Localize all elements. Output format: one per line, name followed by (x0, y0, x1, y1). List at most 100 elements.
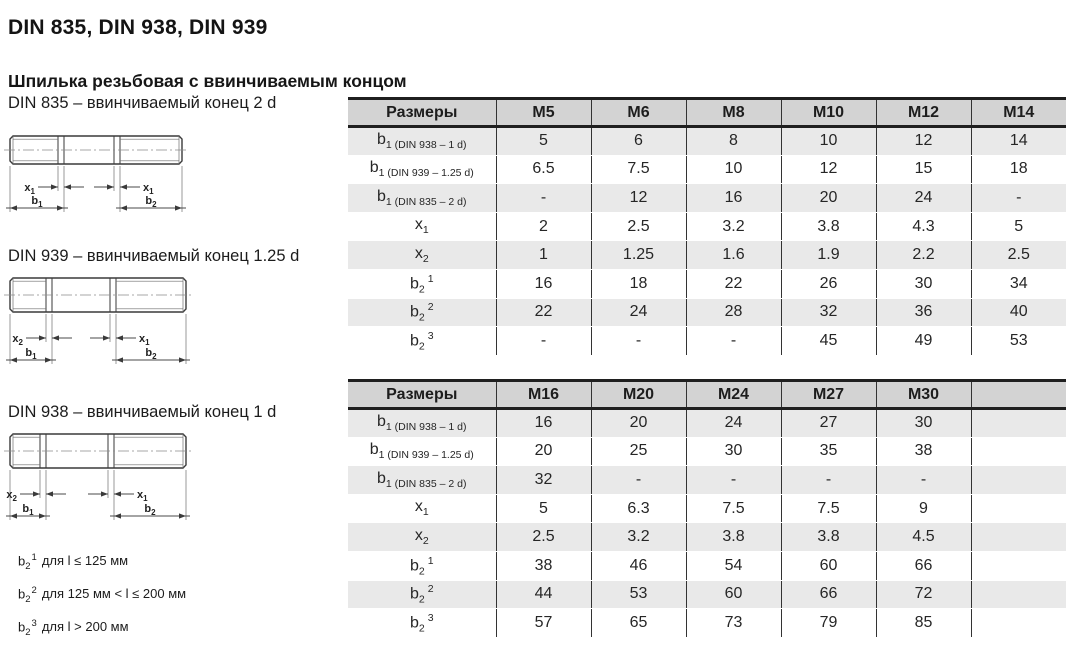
cell-value: 5 (970, 212, 1066, 242)
cell-value: 2 (495, 212, 591, 242)
cell-value: 12 (875, 126, 971, 156)
cell-value (970, 580, 1066, 610)
cell-value: 26 (780, 269, 876, 299)
cell-value: 3.8 (685, 522, 781, 552)
cell-value: - (970, 183, 1066, 213)
cell-value: 9 (875, 494, 971, 524)
footnote: b22 для 125 мм < l ≤ 200 мм (18, 585, 187, 605)
cell-value: - (495, 183, 591, 213)
cell-value: 3.2 (685, 212, 781, 242)
cell-value: 38 (495, 551, 591, 581)
svg-text:b1: b1 (22, 503, 34, 517)
table-row: x1 5 6.3 7.5 7.5 9 (348, 494, 1066, 524)
cell-value: - (685, 326, 781, 356)
cell-value: - (495, 326, 591, 356)
technical-drawing-din939-stud: x2 x1 b1 b2 (4, 277, 192, 364)
table-row: b22 22 24 28 32 36 40 (348, 298, 1066, 328)
drawing-caption-din938: DIN 938 – ввинчиваемый конец 1 d (8, 403, 277, 421)
column-header: M20 (590, 380, 686, 410)
row-label: x1 (348, 212, 496, 242)
cell-value: 12 (590, 183, 686, 213)
cell-value: 79 (780, 608, 876, 638)
cell-value: 30 (875, 408, 971, 438)
cell-value: 16 (495, 408, 591, 438)
cell-value: 38 (875, 437, 971, 467)
cell-value: 40 (970, 298, 1066, 328)
cell-value: 20 (590, 408, 686, 438)
cell-value: 7.5 (780, 494, 876, 524)
cell-value: 57 (495, 608, 591, 638)
table-row: x1 2 2.5 3.2 3.8 4.3 5 (348, 212, 1066, 242)
cell-value: 66 (875, 551, 971, 581)
cell-value: 30 (875, 269, 971, 299)
cell-value: 22 (495, 298, 591, 328)
svg-text:b2: b2 (145, 195, 157, 209)
cell-value: 3.2 (590, 522, 686, 552)
cell-value: 24 (685, 408, 781, 438)
svg-text:x2: x2 (6, 489, 17, 503)
table-header-row: Размеры M16 M20 M24 M27 M30 (348, 380, 1066, 410)
dimension-table-m16-m30: Размеры M16 M20 M24 M27 M30 b1 (DIN 938 – 1 d… (348, 379, 1066, 638)
technical-drawing-din938-stud: x2 x1 b1 b2 (4, 433, 192, 520)
cell-value (970, 608, 1066, 638)
cell-value: 7.5 (590, 155, 686, 185)
svg-text:x1: x1 (143, 182, 154, 196)
cell-value: 1.9 (780, 240, 876, 270)
table-row: b1 (DIN 939 – 1.25 d) 6.5 7.5 10 12 15 18 (348, 155, 1066, 185)
cell-value: - (590, 465, 686, 495)
cell-value: 73 (685, 608, 781, 638)
cell-value: 60 (685, 580, 781, 610)
cell-value: 1.25 (590, 240, 686, 270)
cell-value: 34 (970, 269, 1066, 299)
cell-value: 6 (590, 126, 686, 156)
column-header: M27 (780, 380, 876, 410)
drawing-caption-din939: DIN 939 – ввинчиваемый конец 1.25 d (8, 247, 300, 265)
cell-value: 36 (875, 298, 971, 328)
table-header-row: Размеры M5 M6 M8 M10 M12 M14 (348, 98, 1066, 128)
row-label: b21 (348, 269, 496, 299)
row-label: x2 (348, 522, 496, 552)
column-header: Размеры (348, 98, 496, 128)
page-title: DIN 835, DIN 938, DIN 939 (8, 16, 268, 40)
table-row: b23 57 65 73 79 85 (348, 608, 1066, 638)
cell-value: 2.5 (495, 522, 591, 552)
row-label: x1 (348, 494, 496, 524)
cell-value: 10 (780, 126, 876, 156)
footnote: b21 для l ≤ 125 мм (18, 552, 129, 572)
cell-value: 5 (495, 126, 591, 156)
row-label: b1 (DIN 938 – 1 d) (348, 408, 496, 438)
cell-value: 28 (685, 298, 781, 328)
cell-value: 24 (590, 298, 686, 328)
cell-value: 30 (685, 437, 781, 467)
svg-text:b1: b1 (25, 347, 37, 361)
cell-value: 16 (495, 269, 591, 299)
column-header: M16 (495, 380, 591, 410)
cell-value: 54 (685, 551, 781, 581)
table-row: b21 16 18 22 26 30 34 (348, 269, 1066, 299)
cell-value: 46 (590, 551, 686, 581)
cell-value: 2.5 (590, 212, 686, 242)
cell-value: 60 (780, 551, 876, 581)
cell-value: 18 (970, 155, 1066, 185)
cell-value: 1.6 (685, 240, 781, 270)
cell-value: 7.5 (685, 494, 781, 524)
cell-value (970, 437, 1066, 467)
cell-value (970, 551, 1066, 581)
row-label: b1 (DIN 938 – 1 d) (348, 126, 496, 156)
cell-value: - (780, 465, 876, 495)
table-row: b1 (DIN 939 – 1.25 d) 20 25 30 35 38 (348, 437, 1066, 467)
table-row: x2 1 1.25 1.6 1.9 2.2 2.5 (348, 240, 1066, 270)
cell-value: 4.5 (875, 522, 971, 552)
cell-value: 2.5 (970, 240, 1066, 270)
cell-value: 14 (970, 126, 1066, 156)
column-header: M6 (590, 98, 686, 128)
row-label: x2 (348, 240, 496, 270)
cell-value: 3.8 (780, 212, 876, 242)
cell-value: 15 (875, 155, 971, 185)
column-header: M14 (970, 98, 1066, 128)
row-label: b23 (348, 608, 496, 638)
cell-value: - (875, 465, 971, 495)
cell-value: 27 (780, 408, 876, 438)
cell-value: 1 (495, 240, 591, 270)
cell-value: 6.5 (495, 155, 591, 185)
